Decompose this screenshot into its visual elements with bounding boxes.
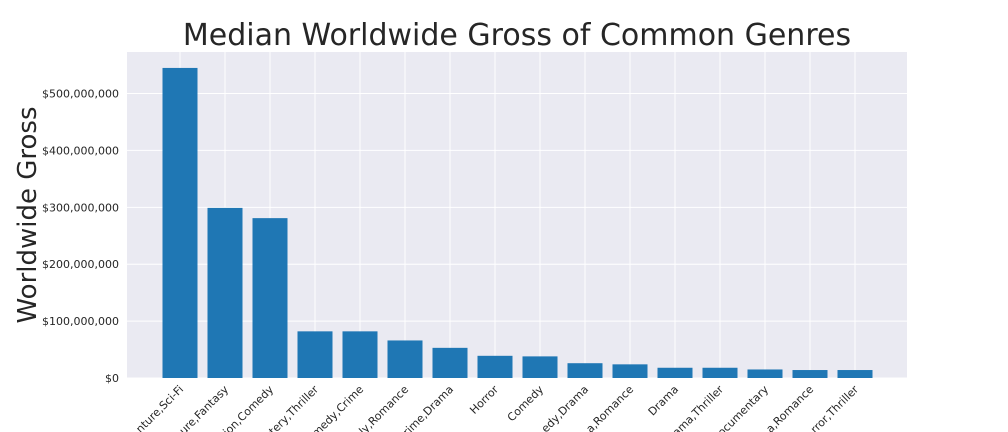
x-tick-label: tery,Thriller — [266, 383, 321, 432]
y-tick-label: $200,000,000 — [42, 258, 119, 271]
bar — [702, 367, 738, 378]
x-tick-label: ly,Romance — [357, 383, 412, 432]
x-tick-label: Comedy — [505, 383, 547, 425]
bar — [432, 347, 468, 378]
bar — [612, 364, 648, 378]
x-axis-ticks: nture,Sci-Fiure,Fantasyion,Comedytery,Th… — [133, 383, 861, 432]
y-axis-label: Worldwide Gross — [13, 106, 43, 323]
y-tick-label: $400,000,000 — [42, 144, 119, 157]
x-tick-label: Drama — [646, 383, 681, 418]
bar — [477, 355, 513, 378]
y-axis-ticks: $0 $100,000,000 $200,000,000 $300,000,000 $4… — [42, 88, 119, 385]
bar — [837, 370, 873, 378]
bar — [342, 331, 378, 378]
chart-title: Median Worldwide Gross of Common Genres — [183, 18, 851, 53]
y-tick-label: $100,000,000 — [42, 315, 119, 328]
x-tick-label: a,Romance — [764, 383, 817, 432]
x-tick-label: edy,Drama — [539, 383, 591, 432]
x-tick-label: Horror — [467, 383, 501, 417]
x-tick-label: a,Romance — [584, 383, 637, 432]
x-tick-label: ure,Fantasy — [177, 383, 232, 432]
bar — [522, 356, 558, 378]
bar — [162, 67, 198, 379]
bar — [207, 207, 243, 378]
bar — [567, 363, 603, 378]
bars — [162, 67, 873, 379]
plot-area — [127, 52, 907, 378]
x-tick-label: nture,Sci-Fi — [133, 383, 186, 432]
bar — [387, 340, 423, 378]
x-tick-label: rror,Thriller — [808, 383, 861, 432]
y-tick-label: $300,000,000 — [42, 201, 119, 214]
x-gridlines — [179, 52, 856, 378]
bar — [792, 370, 828, 378]
y-tick-label: $0 — [105, 372, 119, 385]
bar — [657, 367, 693, 378]
bar — [747, 369, 783, 378]
y-tick-label: $500,000,000 — [42, 88, 119, 101]
bar — [252, 218, 288, 378]
bar — [297, 331, 333, 378]
